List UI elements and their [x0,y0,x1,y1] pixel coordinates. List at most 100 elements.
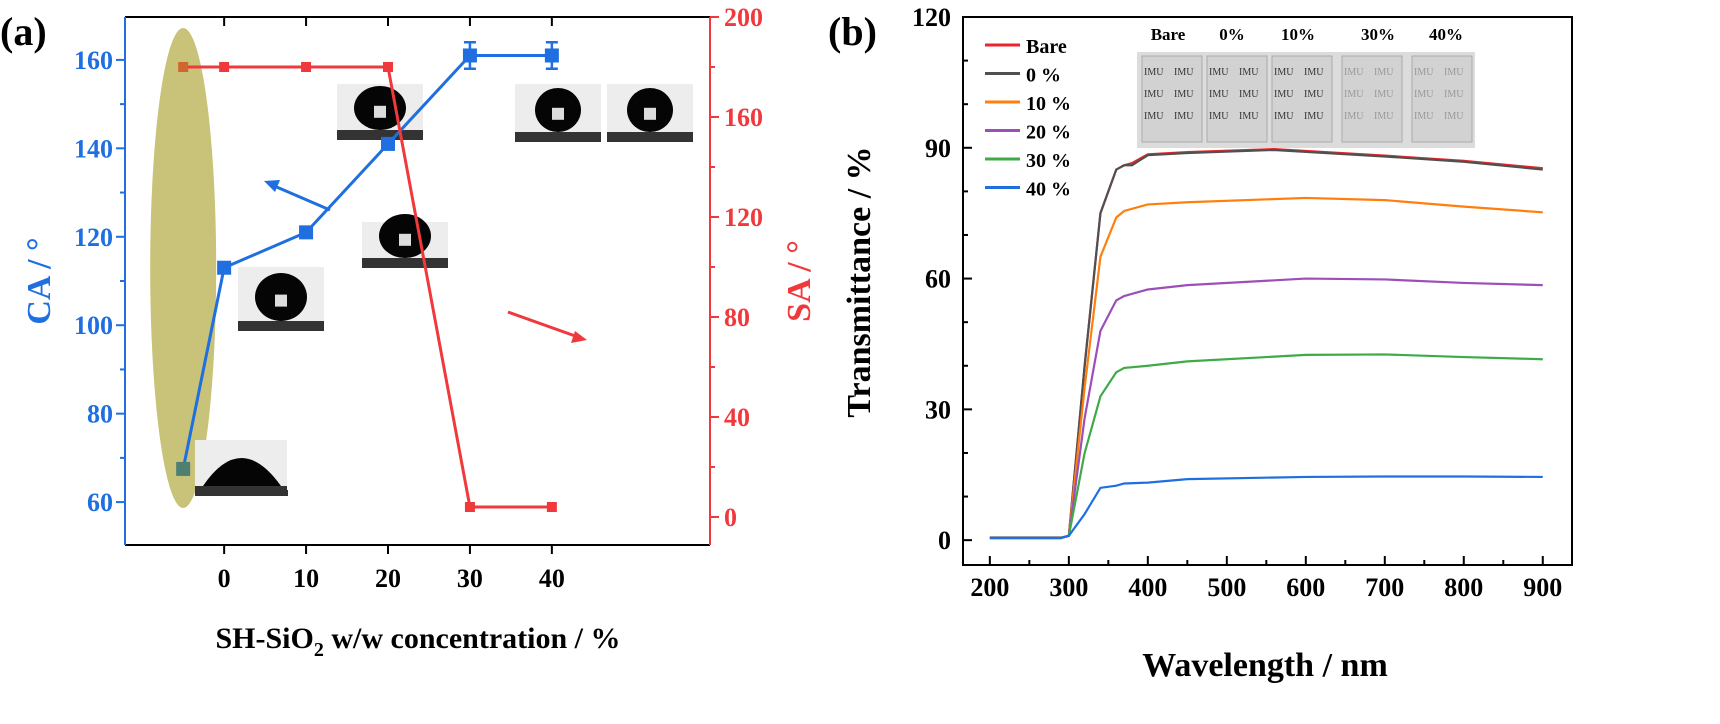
plot-frame [962,16,1573,566]
inset-substrate [607,132,693,142]
sa-data-point [546,502,557,512]
inset-substrate [195,486,287,496]
inset-label: 0% [1219,25,1245,44]
legend-label: 40 % [1026,179,1071,201]
glass-slide [1206,55,1268,143]
photo-text: IMU [1344,89,1364,100]
y-tick-label: 60 [87,488,113,517]
ca-arrow-head-icon [264,180,280,192]
legend-label: 30 % [1026,150,1071,172]
y2-tick-label: 80 [724,303,750,332]
series-line-5 [989,475,1543,540]
y2-tick-label: 40 [724,403,750,432]
x-tick-label: 20 [375,564,401,593]
photo-text: IMU [1274,67,1294,78]
y-tick-label: 140 [74,134,113,163]
panel-a-y-axis-label: CA / ° [21,237,58,324]
droplet-inset-20 [337,84,423,140]
droplet [203,458,281,486]
droplet-highlight [275,294,287,307]
droplet-highlight [552,107,564,120]
x-tick-label: 200 [970,573,1009,602]
glass-slide [1141,55,1203,143]
photo-text: IMU [1374,67,1394,78]
glass-slide [1341,55,1403,143]
sa-series-line [183,65,552,509]
photo-text: IMU [1239,89,1259,100]
sa-data-point [178,62,189,72]
legend-label: 0 % [1026,65,1061,87]
legend-label: 20 % [1026,122,1071,144]
photo-text: IMU [1239,111,1259,122]
glass-slide [1411,55,1473,143]
photo-text: IMU [1144,89,1164,100]
photo-text: IMU [1414,67,1434,78]
panel-b-chart: 200 300 400 500 600 700 800 900 0 30 60 90 120 Bare IM… [912,3,1573,602]
panel-b-label: (b) [828,9,877,54]
inset-label: 30% [1361,25,1395,44]
photo-text: IMU [1174,89,1194,100]
x-tick-label: 400 [1128,573,1167,602]
photo-text: IMU [1344,111,1364,122]
panel-b-y-axis-label: Transmittance / % [841,146,878,417]
droplet-inset-40 [607,84,693,142]
ca-data-point [544,48,559,63]
y-tick-label: 90 [925,134,951,163]
x-tick-label: 40 [539,564,565,593]
panel-a-x-axis-label: SH-SiO2 w/w concentration / % [215,622,620,661]
panel-b-x-axis-label: Wavelength / nm [1142,647,1388,684]
photo-text: IMU [1304,89,1324,100]
sa-data-point [219,62,230,72]
y-tick-label: 80 [87,400,113,429]
panel-a-chart: 0 10 20 30 40 60 80 100 120 140 160 0 40 80 120 160 200 [74,3,763,593]
y-tick-label: 160 [74,46,113,75]
inset-label: 10% [1281,25,1315,44]
droplet-highlight [399,233,411,246]
xlabel-part-1: SH-SiO [215,622,313,655]
sa-data-point [301,62,312,72]
photo-text: IMU [1304,67,1324,78]
x-tick-label: 300 [1049,573,1088,602]
inset-substrate [238,321,324,331]
series-line-1 [989,148,1543,539]
photo-text: IMU [1304,111,1324,122]
sa-data-point [383,62,394,72]
inset-label: 40% [1429,25,1463,44]
photo-text: IMU [1209,89,1229,100]
sa-axis-arrow [507,310,579,339]
series-line-0 [989,147,1543,540]
sa-arrow-head-icon [571,331,587,343]
photo-text: IMU [1174,111,1194,122]
y-tick-label: 60 [925,265,951,294]
photo-text: IMU [1374,89,1394,100]
photo-text: IMU [1209,111,1229,122]
ca-axis-arrow [271,183,331,212]
y-tick-label: 100 [74,311,113,340]
series-line-3 [989,277,1543,540]
photo-text: IMU [1444,111,1464,122]
x-tick-label: 500 [1207,573,1246,602]
x-tick-label: 900 [1523,573,1562,602]
photo-text: IMU [1239,67,1259,78]
photo-text: IMU [1444,67,1464,78]
y2-tick-label: 120 [724,203,763,232]
panel-a-y2-axis-label: SA / ° [781,240,818,322]
y-tick-label: 30 [925,395,951,424]
droplet-inset-30 [515,84,601,142]
inset-substrate [337,130,423,140]
sa-data-point [464,502,475,512]
photo-text: IMU [1144,67,1164,78]
highlight-ellipse [150,28,217,508]
ca-data-point [381,136,396,151]
droplet-highlight [374,105,386,118]
xlabel-part-2: w/w concentration / % [324,622,621,655]
ca-data-point [217,260,232,275]
inset-substrate [515,132,601,142]
droplet-inset-10 [362,214,448,268]
panel-a-label: (a) [0,9,47,54]
ca-data-point [462,48,477,63]
x-tick-label: 600 [1286,573,1325,602]
y2-tick-label: 200 [724,3,763,32]
photo-text: IMU [1344,67,1364,78]
